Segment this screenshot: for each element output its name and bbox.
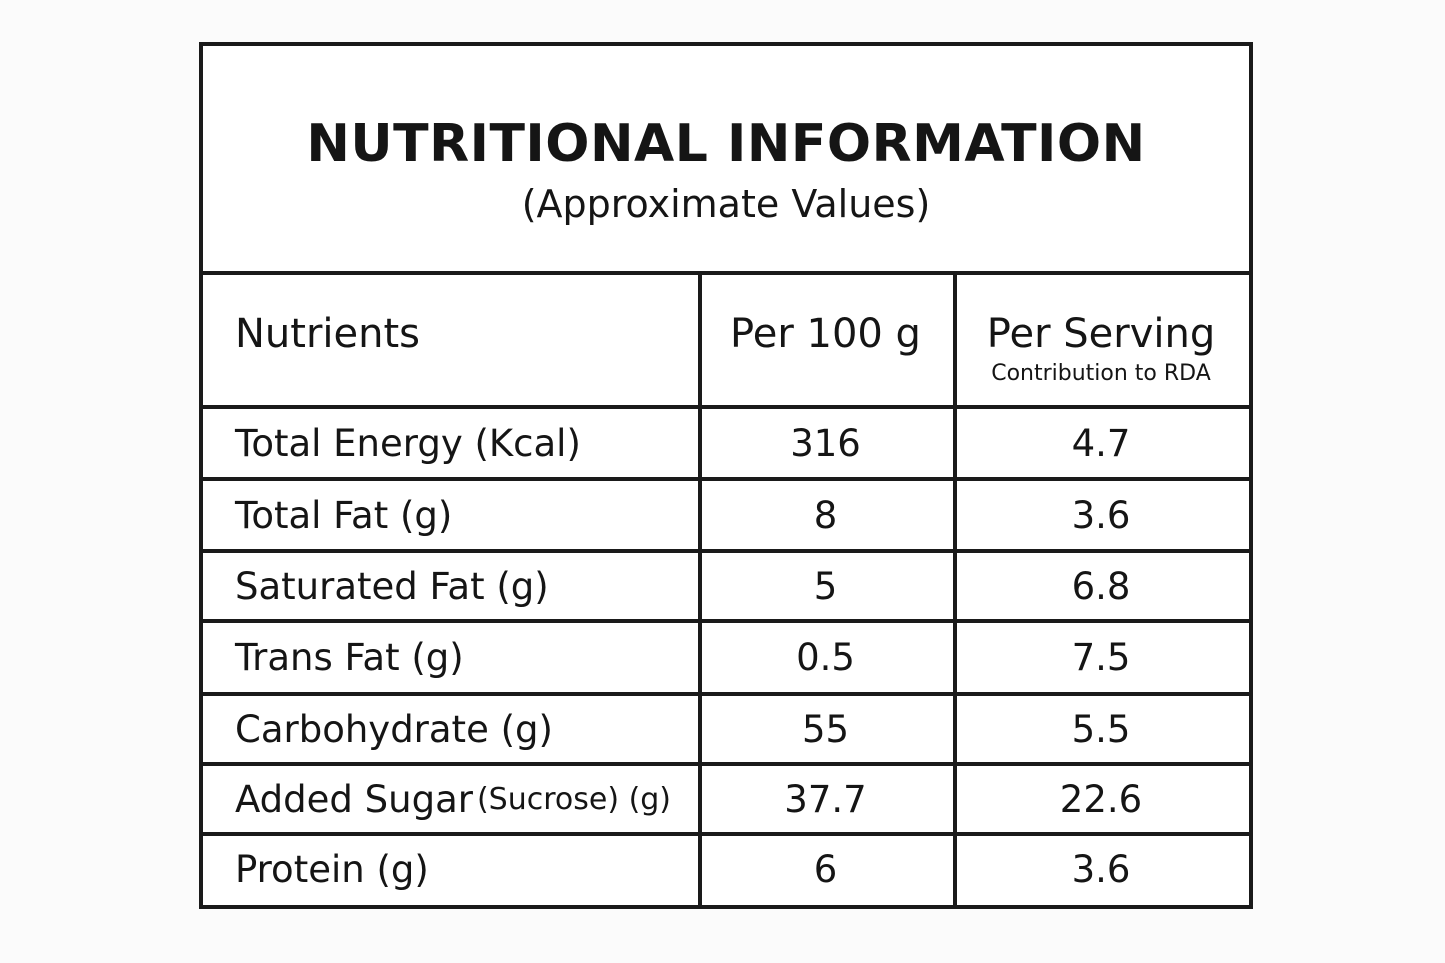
row-divider — [203, 832, 1249, 836]
nutrient-label: Total Fat (g) — [235, 493, 453, 537]
column-header-title: Per Serving — [986, 311, 1216, 357]
per-100g-value: 316 — [790, 421, 861, 465]
nutrient-name: Saturated Fat (g) — [203, 551, 698, 621]
nutrient-note: (Sucrose) (g) — [476, 781, 672, 817]
row-divider — [203, 549, 1249, 553]
per-100g-value: 55 — [801, 707, 850, 751]
nutrition-table: NUTRITIONAL INFORMATION (Approximate Val… — [199, 42, 1253, 909]
nutrient-name: Carbohydrate (g) — [203, 694, 698, 764]
row-divider — [203, 692, 1249, 696]
nutrient-label: Saturated Fat (g) — [235, 564, 549, 608]
per-serving-value: 7.5 — [1071, 636, 1131, 679]
title: NUTRITIONAL INFORMATION — [306, 114, 1146, 174]
per-100g-value: 6 — [813, 848, 838, 891]
column-header: Per Serving Contribution to RDA — [953, 275, 1249, 407]
column-divider — [953, 275, 957, 905]
column-header-note: Contribution to RDA — [991, 361, 1211, 386]
row-divider — [203, 619, 1249, 623]
column-header: Nutrients — [235, 311, 420, 357]
per-serving-value: 6.8 — [1071, 564, 1131, 608]
subtitle: (Approximate Values) — [521, 182, 931, 226]
nutrient-label: Total Energy (Kcal) — [235, 421, 581, 465]
per-100g-value: 5 — [813, 564, 838, 608]
per-100g-value: 37.7 — [784, 777, 867, 821]
row-divider — [203, 762, 1249, 766]
nutrient-name: Trans Fat (g) — [203, 621, 698, 694]
nutrient-name: Total Fat (g) — [203, 479, 698, 551]
nutrient-label: Trans Fat (g) — [235, 636, 464, 679]
nutrient-label: Carbohydrate (g) — [235, 707, 553, 751]
row-divider — [203, 477, 1249, 481]
divider — [203, 271, 1249, 275]
per-serving-value: 5.5 — [1071, 707, 1131, 751]
per-serving-value: 4.7 — [1071, 421, 1131, 465]
per-100g-value: 8 — [813, 493, 838, 537]
per-100g-value: 0.5 — [796, 636, 855, 679]
nutrient-name: Added Sugar (Sucrose) (g) — [203, 764, 698, 834]
nutrient-label: Added Sugar — [235, 777, 473, 821]
nutrient-name: Protein (g) — [203, 834, 698, 905]
per-serving-value: 22.6 — [1059, 777, 1143, 821]
per-serving-value: 3.6 — [1071, 493, 1131, 537]
column-divider — [698, 275, 702, 905]
column-header: Per 100 g — [730, 311, 921, 357]
row-divider — [203, 405, 1249, 409]
nutrient-name: Total Energy (Kcal) — [203, 407, 698, 479]
per-serving-value: 3.6 — [1071, 848, 1131, 891]
nutrient-label: Protein (g) — [235, 848, 429, 891]
